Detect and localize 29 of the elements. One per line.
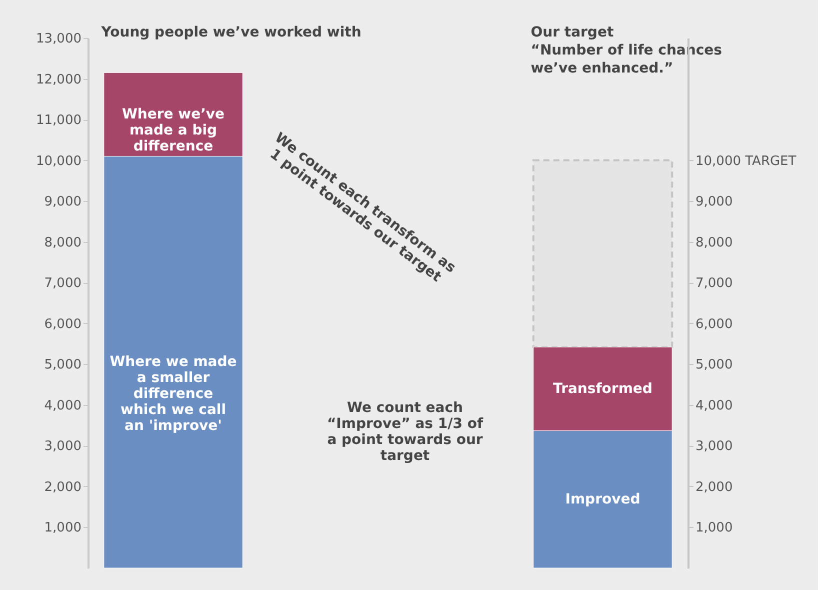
y2-tick-label: 3,000 — [696, 439, 733, 454]
y-tick-label: 10,000 — [36, 154, 82, 169]
y-tick-label: 13,000 — [36, 32, 82, 46]
y-tick-label: 2,000 — [44, 480, 82, 495]
y-tick-label: 1,000 — [44, 520, 82, 536]
y-tick-label: 3,000 — [44, 439, 82, 454]
y-tick-label: 12,000 — [36, 72, 82, 88]
data-label: Where we’ve made a big difference — [122, 106, 225, 154]
y2-tick-label: 9,000 — [696, 194, 733, 210]
y-tick-label: 4,000 — [44, 398, 82, 414]
y-tick-label: 7,000 — [44, 276, 82, 292]
y2-tick-label: 4,000 — [696, 398, 733, 414]
data-label: Improved — [565, 491, 640, 508]
annotation: We count each “Improve” as 1/3 of a point towards our target — [326, 400, 484, 464]
y-tick-label: 8,000 — [44, 235, 82, 250]
y2-tick-label: 10,000 TARGET — [696, 154, 796, 169]
y2-tick-label: 6,000 — [696, 316, 733, 332]
y-tick-label: 9,000 — [44, 194, 82, 210]
data-label: Where we made a smaller difference which we call an 'improve' — [110, 354, 237, 434]
y2-tick-label: 2,000 — [696, 480, 733, 495]
x-tick-label: Young people we’ve worked with — [100, 24, 362, 40]
data-label: Transformed — [553, 380, 652, 397]
y2-tick-label: 5,000 — [696, 358, 733, 373]
y2-tick-label: 1,000 — [696, 520, 733, 536]
y2-tick-label: 7,000 — [696, 276, 733, 292]
y2-tick-label: 8,000 — [696, 235, 733, 250]
y-tick-label: 6,000 — [44, 316, 82, 332]
y-tick-label: 11,000 — [36, 113, 82, 128]
y-tick-label: 5,000 — [44, 358, 82, 373]
